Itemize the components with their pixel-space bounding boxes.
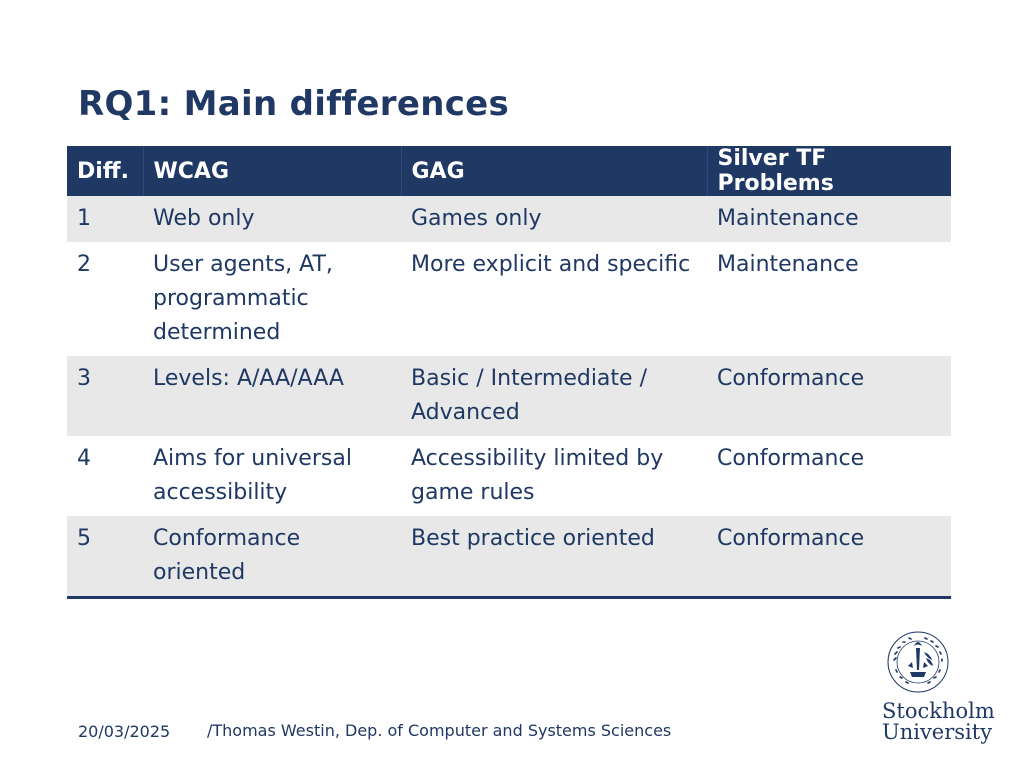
table-row: 5 Conformance oriented Best practice ori… bbox=[67, 516, 951, 598]
header-wcag: WCAG bbox=[142, 146, 401, 196]
cell-gag: More explicit and specific bbox=[401, 242, 707, 356]
cell-diff: 3 bbox=[67, 356, 143, 436]
cell-silver: Maintenance bbox=[707, 196, 951, 242]
cell-wcag: Conformance oriented bbox=[143, 516, 401, 598]
cell-diff: 5 bbox=[67, 516, 143, 598]
logo-word-stockholm: Stockholm bbox=[882, 699, 995, 723]
cell-gag: Games only bbox=[401, 196, 707, 242]
cell-diff: 4 bbox=[67, 436, 143, 516]
table-row: 4 Aims for universal accessibility Acces… bbox=[67, 436, 951, 516]
cell-silver: Conformance bbox=[707, 516, 951, 598]
stockholm-university-logo: Stockholm University bbox=[882, 630, 1002, 745]
cell-silver: Conformance bbox=[707, 436, 951, 516]
cell-silver: Conformance bbox=[707, 356, 951, 436]
differences-table: Diff. WCAG GAG Silver TF Problems 1 Web … bbox=[67, 146, 951, 599]
table-header-row: Diff. WCAG GAG Silver TF Problems bbox=[67, 146, 951, 196]
cell-gag: Accessibility limited by game rules bbox=[401, 436, 707, 516]
cell-diff: 1 bbox=[67, 196, 143, 242]
header-gag: GAG bbox=[400, 146, 707, 196]
header-silver-tf-problems: Silver TF Problems bbox=[706, 146, 951, 196]
cell-wcag: User agents, AT, programmatic determined bbox=[143, 242, 401, 356]
table-row: 1 Web only Games only Maintenance bbox=[67, 196, 951, 242]
header-diff: Diff. bbox=[67, 146, 143, 196]
table-row: 3 Levels: A/AA/AAA Basic / Intermediate … bbox=[67, 356, 951, 436]
footer-date: 20/03/2025 bbox=[78, 722, 171, 741]
cell-diff: 2 bbox=[67, 242, 143, 356]
cell-wcag: Web only bbox=[143, 196, 401, 242]
cell-gag: Best practice oriented bbox=[401, 516, 707, 598]
cell-wcag: Aims for universal accessibility bbox=[143, 436, 401, 516]
logo-word-university: University bbox=[882, 720, 993, 744]
university-seal-icon bbox=[887, 631, 949, 693]
slide-title: RQ1: Main differences bbox=[78, 84, 510, 124]
cell-wcag: Levels: A/AA/AAA bbox=[143, 356, 401, 436]
table-row: 2 User agents, AT, programmatic determin… bbox=[67, 242, 951, 356]
cell-gag: Basic / Intermediate / Advanced bbox=[401, 356, 707, 436]
cell-silver: Maintenance bbox=[707, 242, 951, 356]
footer-author: /Thomas Westin, Dep. of Computer and Sys… bbox=[207, 721, 672, 740]
